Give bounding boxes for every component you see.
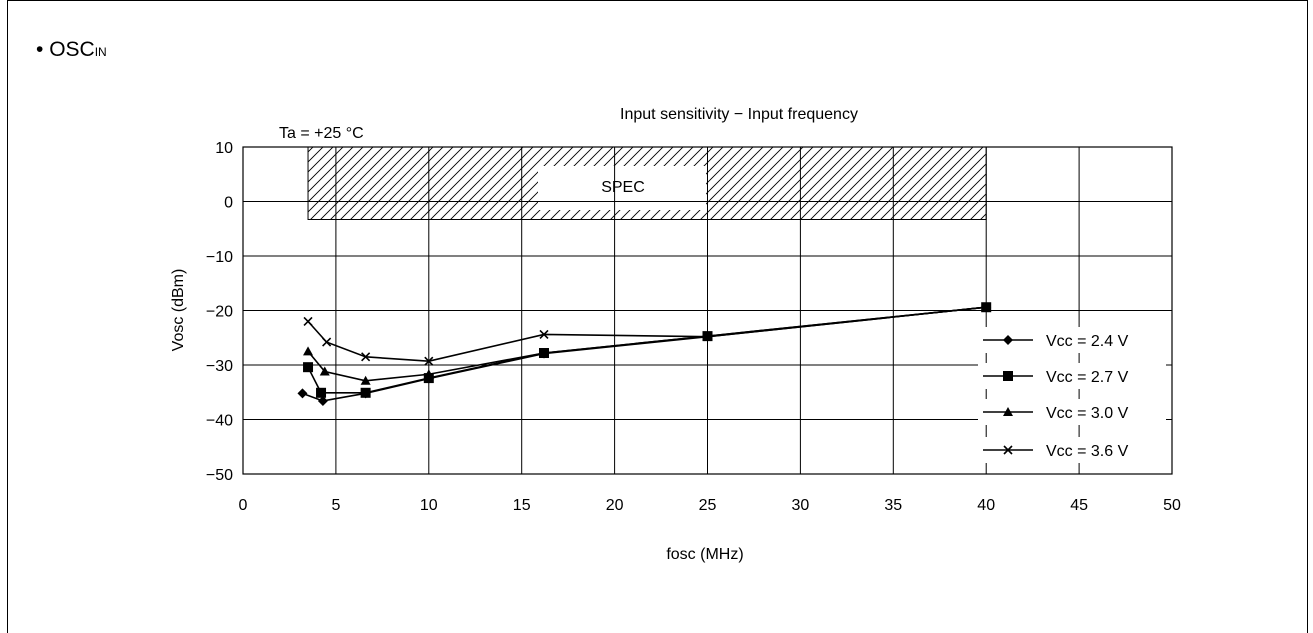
x-tick-label: 0 (239, 497, 248, 514)
data-point-cross (981, 302, 991, 312)
data-point-triangle (319, 366, 330, 376)
data-point-triangle (1003, 407, 1013, 416)
data-point-cross (539, 329, 549, 340)
x-tick-label: 15 (513, 497, 531, 514)
data-point-cross (1003, 445, 1013, 455)
data-point-triangle (360, 375, 371, 385)
x-tick-label: 30 (792, 497, 810, 514)
data-point-cross (424, 356, 434, 366)
x-tick-label: 10 (420, 497, 438, 514)
spec-region (307, 146, 987, 220)
x-tick-label: 45 (1070, 497, 1088, 514)
bullet-icon: • (36, 38, 44, 61)
data-point-triangle (423, 369, 434, 379)
y-tick-label: −10 (206, 249, 233, 266)
y-tick-label: −40 (206, 413, 233, 430)
data-point-cross (303, 316, 313, 326)
plot-border (242, 146, 1173, 475)
heading-subscript: IN (94, 45, 107, 59)
spec-label: SPEC (601, 179, 645, 196)
series-line (307, 306, 987, 394)
x-axis-label: fosc (MHz) (666, 546, 743, 563)
series-line (307, 306, 987, 362)
y-axis-label: Vosc (dBm) (170, 269, 187, 352)
x-tick-label: 5 (331, 497, 340, 514)
chart-grid: 0 5 10 15 20 25 30 35 40 45 50 10 0 −10 −20 −30 −40 −50 (206, 140, 1181, 514)
legend-label: Vcc = 2.4 V (1046, 333, 1129, 350)
temperature-annotation: Ta = +25 °C (279, 125, 364, 142)
y-tick-label: 0 (224, 195, 233, 212)
chart-legend: Vcc = 2.4 V Vcc = 2.7 V Vcc = 3.0 V Vcc = 3… (978, 327, 1166, 463)
legend-label: Vcc = 3.0 V (1046, 405, 1129, 422)
chart-labels: Input sensitivity − Input frequency Ta =… (170, 106, 858, 563)
data-point-cross (361, 352, 371, 362)
data-point-diamond (317, 395, 328, 406)
data-point-diamond (297, 388, 308, 399)
data-point-diamond (1003, 335, 1013, 345)
chart-title: Input sensitivity − Input frequency (620, 106, 858, 123)
data-point-square (1003, 371, 1013, 381)
data-point-square (360, 387, 371, 398)
data-point-square (303, 362, 314, 373)
series-line (302, 306, 987, 402)
heading-main: OSC (49, 38, 95, 61)
data-point-cross (702, 332, 713, 342)
series-4 (303, 302, 991, 366)
y-tick-label: −20 (206, 304, 233, 321)
chart-series (297, 302, 992, 406)
figure-frame (7, 0, 1308, 633)
figure-heading: • OSCIN (36, 38, 107, 62)
spec-label-background (538, 166, 706, 210)
legend-label: Vcc = 2.7 V (1046, 369, 1129, 386)
data-point-triangle (538, 348, 549, 358)
data-point-cross (322, 337, 332, 347)
legend-label: Vcc = 3.6 V (1046, 443, 1129, 460)
x-tick-label: 50 (1163, 497, 1181, 514)
series-2 (303, 302, 992, 398)
x-tick-label: 40 (977, 497, 995, 514)
data-point-square (316, 387, 327, 398)
y-tick-label: 10 (215, 140, 233, 157)
y-tick-label: −50 (206, 467, 233, 484)
x-tick-label: 25 (699, 497, 717, 514)
y-tick-label: −30 (206, 358, 233, 375)
data-point-triangle (303, 346, 314, 356)
x-tick-label: 35 (884, 497, 902, 514)
x-tick-label: 20 (606, 497, 624, 514)
